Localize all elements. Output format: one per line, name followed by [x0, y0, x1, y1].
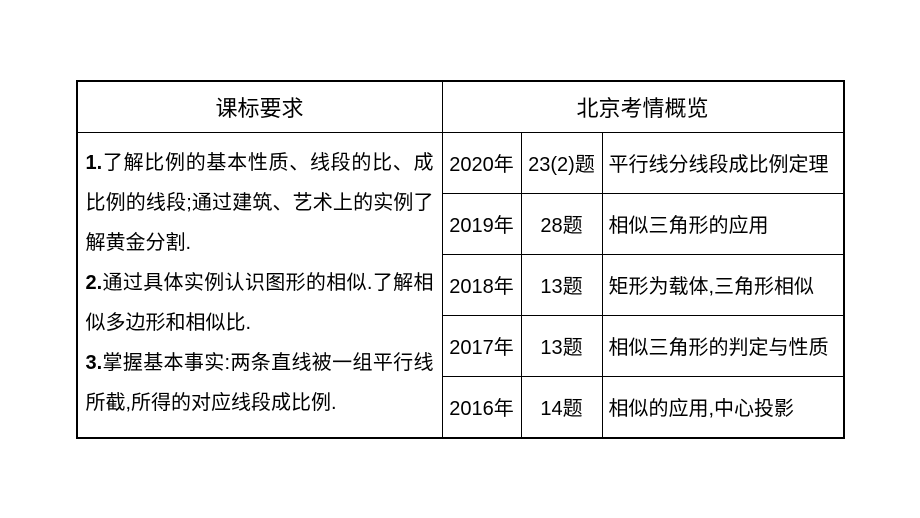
desc-cell: 相似的应用,中心投影 — [602, 376, 844, 438]
qnum-cell: 28题 — [521, 193, 602, 254]
table-row: 1.了解比例的基本性质、线段的比、成比例的线段;通过建筑、艺术上的实例了解黄金分… — [77, 132, 844, 193]
curriculum-table: 课标要求 北京考情概览 1.了解比例的基本性质、线段的比、成比例的线段;通过建筑… — [76, 80, 845, 439]
year-cell: 2016年 — [442, 376, 521, 438]
year-cell: 2018年 — [442, 254, 521, 315]
year-cell: 2017年 — [442, 315, 521, 376]
req-label-3: 3. — [86, 352, 103, 374]
header-overview: 北京考情概览 — [442, 81, 844, 133]
year-cell: 2020年 — [442, 132, 521, 193]
req-text-3: 掌握基本事实:两条直线被一组平行线所截,所得的对应线段成比例. — [86, 352, 434, 414]
desc-cell: 矩形为载体,三角形相似 — [602, 254, 844, 315]
req-label-1: 1. — [86, 152, 103, 174]
desc-cell: 相似三角形的判定与性质 — [602, 315, 844, 376]
req-text-1: 了解比例的基本性质、线段的比、成比例的线段;通过建筑、艺术上的实例了解黄金分割. — [86, 152, 434, 254]
desc-cell: 平行线分线段成比例定理 — [602, 132, 844, 193]
qnum-cell: 23(2)题 — [521, 132, 602, 193]
qnum-cell: 13题 — [521, 315, 602, 376]
header-row: 课标要求 北京考情概览 — [77, 81, 844, 133]
header-requirements: 课标要求 — [77, 81, 443, 133]
desc-cell: 相似三角形的应用 — [602, 193, 844, 254]
year-cell: 2019年 — [442, 193, 521, 254]
qnum-cell: 13题 — [521, 254, 602, 315]
req-label-2: 2. — [86, 272, 103, 294]
requirements-cell: 1.了解比例的基本性质、线段的比、成比例的线段;通过建筑、艺术上的实例了解黄金分… — [77, 132, 443, 438]
qnum-cell: 14题 — [521, 376, 602, 438]
req-text-2: 通过具体实例认识图形的相似.了解相似多边形和相似比. — [86, 272, 434, 334]
table-container: 课标要求 北京考情概览 1.了解比例的基本性质、线段的比、成比例的线段;通过建筑… — [6, 40, 915, 479]
